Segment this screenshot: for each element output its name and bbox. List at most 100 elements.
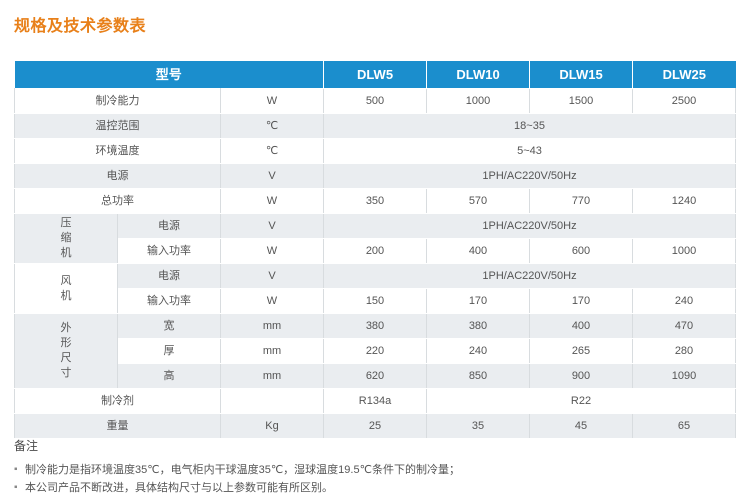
- row-unit: W: [220, 288, 324, 314]
- table-row: 高 mm 620 850 900 1090: [15, 363, 736, 389]
- row-unit: V: [220, 263, 324, 289]
- row-value: 280: [632, 338, 736, 364]
- bullet-icon: ▪: [14, 464, 18, 475]
- notes-section: 备注 ▪ 制冷能力是指环境温度35℃，电气柜内干球温度35℃，湿球温度19.5℃…: [14, 437, 736, 497]
- row-value-all-models: 1PH/AC220V/50Hz: [323, 263, 736, 289]
- row-label: 制冷能力: [14, 88, 221, 114]
- row-value: 265: [529, 338, 633, 364]
- row-value: 500: [323, 88, 427, 114]
- row-unit: W: [220, 88, 324, 114]
- row-label: 电源: [117, 263, 221, 289]
- note-item: ▪ 制冷能力是指环境温度35℃，电气柜内干球温度35℃，湿球温度19.5℃条件下…: [14, 461, 736, 479]
- table-row: 压缩机电源 V 1PH/AC220V/50Hz: [14, 213, 736, 264]
- row-value: 150: [323, 288, 427, 314]
- table-row: 风机电源 V 1PH/AC220V/50Hz: [14, 263, 736, 314]
- row-value-all-models: 18~35: [323, 113, 736, 139]
- header-model-dlw15: DLW15: [529, 61, 633, 89]
- row-label: 输入功率: [117, 238, 221, 264]
- table-row: 电源 V 1PH/AC220V/50Hz: [14, 163, 736, 189]
- note-text: 本公司产品不断改进，具体结构尺寸与以上参数可能有所区别。: [25, 482, 333, 494]
- table-row: 制冷能力 W 500 1000 1500 2500: [14, 88, 736, 114]
- row-label: 制冷剂: [14, 388, 221, 414]
- table-row: 厚 mm 220 240 265 280: [15, 338, 736, 364]
- table-row: 温控范围 ℃ 18~35: [14, 113, 736, 139]
- row-value: 1000: [426, 88, 530, 114]
- note-text: 制冷能力是指环境温度35℃，电气柜内干球温度35℃，湿球温度19.5℃条件下的制…: [25, 464, 460, 476]
- row-unit: V: [220, 213, 324, 239]
- row-value: 2500: [632, 88, 736, 114]
- row-value: R134a: [323, 388, 427, 414]
- row-value: 570: [426, 188, 530, 214]
- row-label: 厚: [117, 338, 221, 364]
- row-label: 温控范围: [14, 113, 221, 139]
- row-label: 高: [117, 363, 221, 389]
- row-unit: V: [220, 163, 324, 189]
- row-unit: W: [220, 238, 324, 264]
- row-label: 总功率: [14, 188, 221, 214]
- row-value: 900: [529, 363, 633, 389]
- row-label: 电源: [14, 163, 221, 189]
- row-value: 1500: [529, 88, 633, 114]
- row-value: 380: [426, 313, 530, 339]
- row-value-merged: R22: [426, 388, 736, 414]
- row-value: 45: [529, 413, 633, 439]
- row-value: 620: [323, 363, 427, 389]
- row-value-all-models: 5~43: [323, 138, 736, 164]
- table-row: 制冷剂 R134a R22: [14, 388, 736, 414]
- note-item: ▪ 本公司产品不断改进，具体结构尺寸与以上参数可能有所区别。: [14, 479, 736, 497]
- row-value: 170: [426, 288, 530, 314]
- row-label: 重量: [14, 413, 221, 439]
- header-model-dlw5: DLW5: [323, 61, 427, 89]
- row-value: 1240: [632, 188, 736, 214]
- row-group-label: 压缩机: [14, 213, 118, 264]
- row-group-label: 风机: [14, 263, 118, 314]
- row-unit: ℃: [220, 138, 324, 164]
- table-header: 型号 DLW5 DLW10 DLW15 DLW25: [14, 61, 736, 89]
- row-unit: W: [220, 188, 324, 214]
- row-value: 35: [426, 413, 530, 439]
- notes-heading: 备注: [14, 439, 39, 453]
- row-unit: Kg: [220, 413, 324, 439]
- row-value: 600: [529, 238, 633, 264]
- row-label: 电源: [117, 213, 221, 239]
- row-value: 470: [632, 313, 736, 339]
- table-row: 环境温度 ℃ 5~43: [14, 138, 736, 164]
- row-unit: mm: [220, 363, 324, 389]
- header-model-dlw10: DLW10: [426, 61, 530, 89]
- row-value: 240: [632, 288, 736, 314]
- row-label: 宽: [117, 313, 221, 339]
- table-row: 外形尺寸宽 mm 380 380 400 470: [14, 313, 736, 389]
- row-value: 25: [323, 413, 427, 439]
- page-title: 规格及技术参数表: [14, 18, 147, 35]
- row-value: 200: [323, 238, 427, 264]
- row-unit: ℃: [220, 113, 324, 139]
- row-value: 400: [426, 238, 530, 264]
- row-value: 65: [632, 413, 736, 439]
- row-value: 770: [529, 188, 633, 214]
- row-value: 170: [529, 288, 633, 314]
- row-value: 1090: [632, 363, 736, 389]
- table-body: 制冷能力 W 500 1000 1500 2500 温控范围 ℃ 18~35 环境温度 ℃ 5~43 电…: [14, 88, 736, 439]
- row-value: 1000: [632, 238, 736, 264]
- row-label: 环境温度: [14, 138, 221, 164]
- specification-table: 型号 DLW5 DLW10 DLW15 DLW25 制冷能力 W 500 1000 15…: [14, 61, 736, 439]
- row-value: 350: [323, 188, 427, 214]
- row-value-all-models: 1PH/AC220V/50Hz: [323, 213, 736, 239]
- row-value: 240: [426, 338, 530, 364]
- row-unit: mm: [220, 338, 324, 364]
- table-row: 重量 Kg 25 35 45 65: [14, 413, 736, 439]
- row-group-label: 外形尺寸: [14, 313, 118, 389]
- row-value: 380: [323, 313, 427, 339]
- row-unit: [220, 388, 324, 414]
- row-value-all-models: 1PH/AC220V/50Hz: [323, 163, 736, 189]
- table-row: 总功率 W 350 570 770 1240: [14, 188, 736, 214]
- row-value: 850: [426, 363, 530, 389]
- table-row: 输入功率 W 150 170 170 240: [15, 288, 736, 314]
- row-unit: mm: [220, 313, 324, 339]
- header-model-dlw25: DLW25: [632, 61, 736, 89]
- header-model-label: 型号: [14, 61, 324, 89]
- table-row: 输入功率 W 200 400 600 1000: [15, 238, 736, 264]
- table-header-row: 型号 DLW5 DLW10 DLW15 DLW25: [14, 61, 736, 89]
- row-label: 输入功率: [117, 288, 221, 314]
